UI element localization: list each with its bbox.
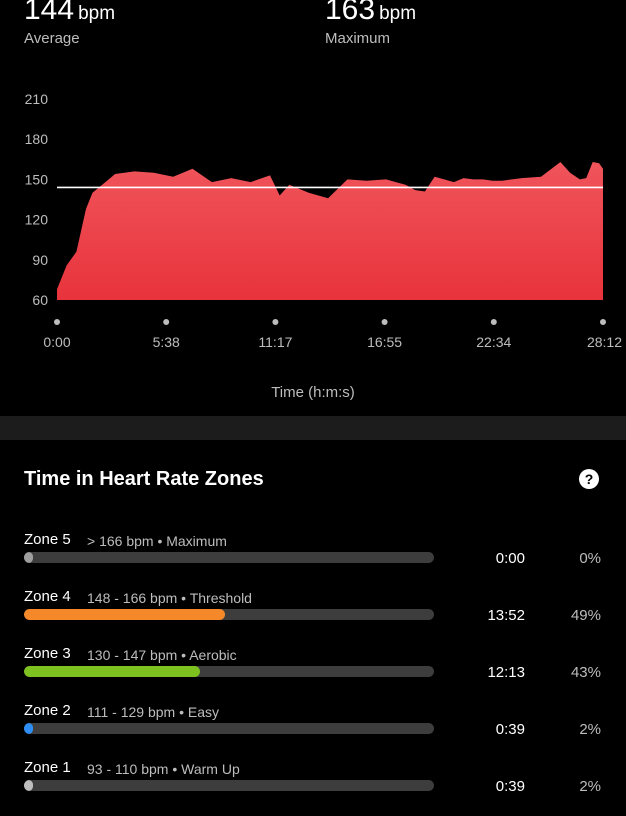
help-icon[interactable]: ? (579, 469, 599, 489)
y-tick-label: 120 (25, 212, 49, 228)
zone-name: Zone 2 (24, 702, 71, 719)
y-tick-label: 150 (25, 171, 49, 187)
heart-rate-area (57, 162, 603, 300)
x-tick-dot (381, 319, 388, 325)
zone-progress-fill (24, 780, 33, 791)
zone-progress-track (24, 552, 434, 563)
x-tick-dot (490, 319, 497, 325)
zone-time: 13:52 (487, 607, 525, 624)
zone-name: Zone 3 (24, 645, 71, 662)
zone-time: 0:39 (495, 778, 525, 795)
zone-progress-track (24, 609, 434, 620)
x-tick-label: 22:34 (476, 334, 511, 350)
y-tick-label: 60 (32, 292, 48, 308)
x-axis-title: Time (h:m:s) (271, 384, 355, 401)
zone-name: Zone 4 (24, 588, 71, 605)
average-value: 144 (24, 0, 75, 26)
zone-name: Zone 5 (24, 531, 71, 548)
x-tick-dot (272, 319, 279, 325)
zone-progress-fill (24, 666, 201, 677)
maximum-value: 163 (325, 0, 376, 26)
zone-row: Zone 1 93 - 110 bpm • Warm Up 0:39 2% (0, 759, 626, 816)
zone-row: Zone 4 148 - 166 bpm • Threshold 13:52 49% (0, 588, 626, 645)
zone-name: Zone 1 (24, 759, 71, 776)
zone-time: 0:00 (495, 550, 525, 567)
zone-percent: 2% (579, 721, 601, 738)
zone-range: 148 - 166 bpm • Threshold (87, 590, 252, 606)
maximum-unit: bpm (379, 3, 417, 24)
zone-progress-track (24, 723, 434, 734)
x-tick-label: 11:17 (258, 334, 292, 350)
zone-row: Zone 3 130 - 147 bpm • Aerobic 12:13 43% (0, 645, 626, 702)
zone-percent: 0% (579, 550, 601, 567)
zone-percent: 2% (579, 778, 601, 795)
heart-rate-chart[interactable]: 210 180 150 120 90 60 0:00 5:38 11:17 16:55 22:34 2… (0, 80, 626, 410)
zone-range: 111 - 129 bpm • Easy (87, 704, 220, 720)
x-tick-dot (54, 319, 60, 325)
zone-range: 93 - 110 bpm • Warm Up (87, 761, 240, 777)
x-tick-label: 28:12 (587, 334, 622, 350)
average-stat: 144 bpm Average (24, 0, 115, 47)
zone-row: Zone 2 111 - 129 bpm • Easy 0:39 2% (0, 702, 626, 759)
section-divider (0, 416, 626, 440)
zone-progress-fill (24, 552, 33, 563)
y-tick-label: 90 (32, 252, 48, 268)
maximum-stat: 163 bpm Maximum (325, 0, 416, 47)
x-tick-label: 5:38 (153, 334, 180, 350)
zone-percent: 43% (570, 664, 601, 681)
x-tick-dot (163, 319, 170, 325)
zone-progress-track (24, 780, 434, 791)
zone-progress-track (24, 666, 434, 677)
x-tick-dot (600, 319, 606, 325)
zone-row: Zone 5 > 166 bpm • Maximum 0:00 0% (0, 531, 626, 588)
maximum-caption: Maximum (325, 30, 391, 47)
x-tick-label: 0:00 (43, 334, 70, 350)
x-tick-label: 16:55 (367, 334, 402, 350)
zone-progress-fill (24, 609, 225, 620)
zone-progress-fill (24, 723, 33, 734)
average-unit: bpm (78, 3, 116, 24)
zone-percent: 49% (570, 607, 601, 624)
zone-time: 0:39 (495, 721, 525, 738)
zones-title: Time in Heart Rate Zones (24, 468, 264, 490)
average-caption: Average (24, 30, 80, 47)
y-tick-label: 180 (25, 131, 49, 147)
zone-range: > 166 bpm • Maximum (87, 533, 227, 549)
zone-time: 12:13 (487, 664, 525, 681)
y-tick-label: 210 (25, 91, 49, 107)
zone-range: 130 - 147 bpm • Aerobic (87, 647, 237, 663)
